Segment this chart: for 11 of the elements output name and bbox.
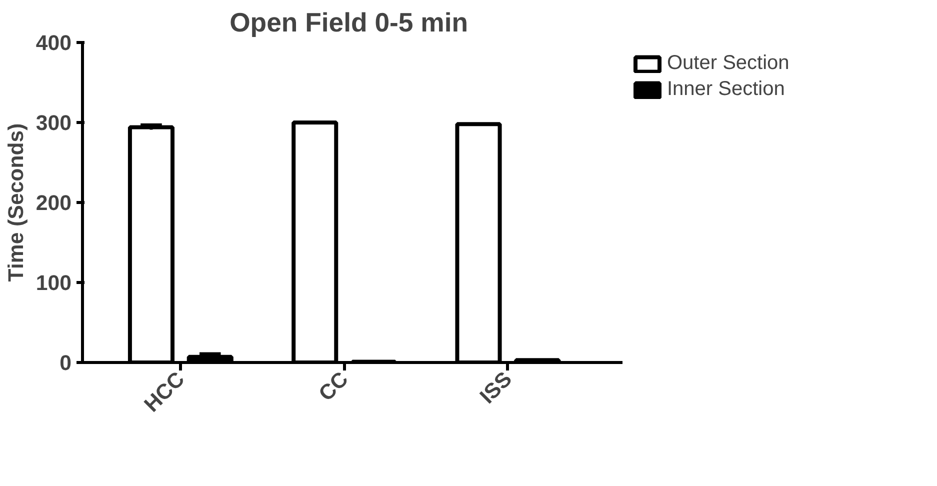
- y-tick-label: 200: [36, 191, 72, 215]
- legend-label: Outer Section: [667, 52, 790, 75]
- y-tick-label: 0: [60, 351, 72, 375]
- y-tick-label: 100: [36, 271, 72, 295]
- y-tick-label: 400: [36, 31, 72, 55]
- y-axis-title: Time (Seconds): [4, 123, 28, 282]
- x-tick-label: CC: [314, 367, 353, 406]
- chart-title: Open Field 0-5 min: [230, 8, 468, 38]
- legend-label: Inner Section: [667, 78, 785, 101]
- x-tick-label: ISS: [475, 367, 516, 408]
- y-tick-label: 300: [36, 111, 72, 135]
